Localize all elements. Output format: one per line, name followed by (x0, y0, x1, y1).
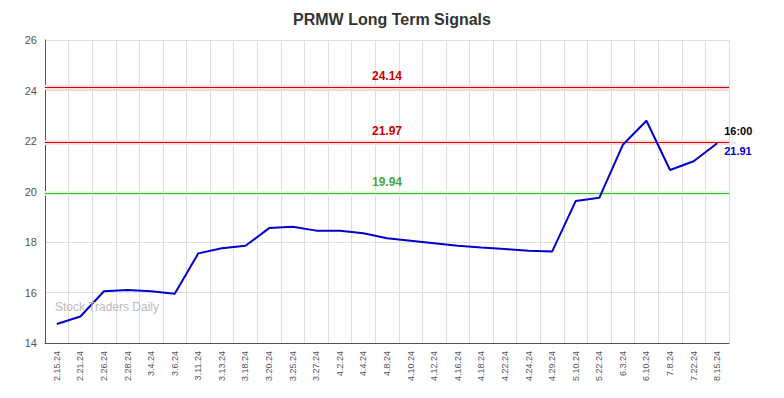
svg-text:6.10.24: 6.10.24 (641, 351, 651, 381)
svg-text:20: 20 (25, 186, 37, 198)
svg-text:2.28.24: 2.28.24 (123, 351, 133, 381)
svg-text:3.27.24: 3.27.24 (311, 351, 321, 381)
svg-text:3.25.24: 3.25.24 (288, 351, 298, 381)
svg-text:4.4.24: 4.4.24 (358, 351, 368, 376)
svg-text:24: 24 (25, 85, 37, 97)
svg-text:21.91: 21.91 (724, 145, 752, 157)
svg-text:7.8.24: 7.8.24 (665, 351, 675, 376)
svg-text:3.13.24: 3.13.24 (217, 351, 227, 381)
svg-text:26: 26 (25, 34, 37, 46)
svg-text:16: 16 (25, 287, 37, 299)
svg-text:4.8.24: 4.8.24 (382, 351, 392, 376)
svg-text:3.6.24: 3.6.24 (170, 351, 180, 376)
svg-text:Stock Traders Daily: Stock Traders Daily (55, 300, 159, 314)
svg-text:4.18.24: 4.18.24 (476, 351, 486, 381)
svg-text:4.16.24: 4.16.24 (453, 351, 463, 381)
svg-text:3.4.24: 3.4.24 (146, 351, 156, 376)
svg-text:6.3.24: 6.3.24 (618, 351, 628, 376)
svg-text:16:00: 16:00 (724, 125, 752, 137)
svg-text:21.97: 21.97 (372, 124, 402, 138)
svg-text:19.94: 19.94 (372, 175, 402, 189)
svg-text:8.15.24: 8.15.24 (712, 351, 722, 381)
svg-text:4.10.24: 4.10.24 (406, 351, 416, 381)
svg-text:4.24.24: 4.24.24 (524, 351, 534, 381)
svg-text:18: 18 (25, 236, 37, 248)
svg-text:4.22.24: 4.22.24 (500, 351, 510, 381)
svg-text:7.22.24: 7.22.24 (689, 351, 699, 381)
svg-text:4.29.24: 4.29.24 (547, 351, 557, 381)
svg-text:3.11.24: 3.11.24 (193, 351, 203, 380)
svg-text:5.10.24: 5.10.24 (571, 351, 581, 381)
svg-text:5.22.24: 5.22.24 (594, 351, 604, 381)
svg-text:14: 14 (25, 337, 37, 349)
svg-text:4.2.24: 4.2.24 (335, 351, 345, 376)
svg-text:2.15.24: 2.15.24 (52, 351, 62, 381)
svg-text:2.26.24: 2.26.24 (99, 351, 109, 381)
svg-text:22: 22 (25, 135, 37, 147)
svg-text:PRMW Long Term Signals: PRMW Long Term Signals (293, 11, 491, 28)
svg-text:4.12.24: 4.12.24 (429, 351, 439, 381)
svg-text:3.18.24: 3.18.24 (240, 351, 250, 381)
svg-text:24.14: 24.14 (372, 69, 402, 83)
svg-text:3.20.24: 3.20.24 (264, 351, 274, 381)
svg-text:2.21.24: 2.21.24 (75, 351, 85, 381)
